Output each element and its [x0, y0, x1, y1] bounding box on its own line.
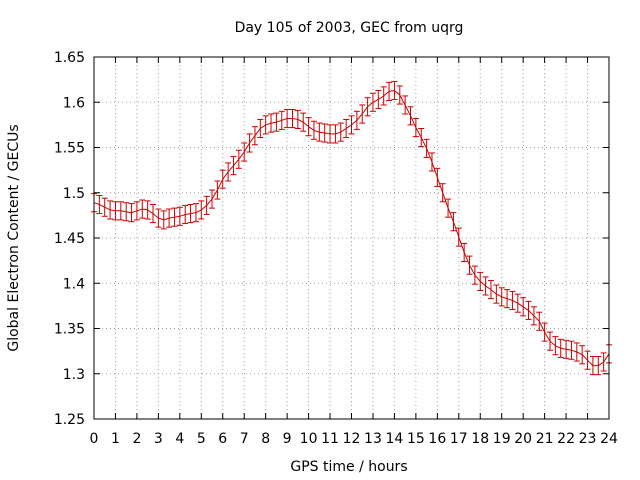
- x-tick-label: 11: [321, 431, 339, 447]
- x-tick-label: 5: [197, 431, 206, 447]
- y-tick-label: 1.25: [54, 412, 85, 428]
- x-tick-label: 1: [111, 431, 120, 447]
- x-tick-label: 8: [261, 431, 270, 447]
- x-tick-label: 9: [283, 431, 292, 447]
- y-tick-label: 1.35: [54, 322, 85, 338]
- x-tick-label: 2: [132, 431, 141, 447]
- x-tick-label: 10: [300, 431, 318, 447]
- x-tick-label: 23: [579, 431, 597, 447]
- y-tick-label: 1.4: [63, 276, 85, 292]
- y-tick-label: 1.5: [63, 186, 85, 202]
- chart-title: Day 105 of 2003, GEC from uqrg: [235, 20, 464, 36]
- y-tick-label: 1.55: [54, 141, 85, 157]
- y-tick-label: 1.3: [63, 367, 85, 383]
- grid: [94, 57, 609, 419]
- series-line: [93, 89, 610, 367]
- x-tick-label: 0: [90, 431, 99, 447]
- x-tick-label: 19: [493, 431, 511, 447]
- x-tick-label: 21: [536, 431, 554, 447]
- y-tick-labels: 1.25 1.3 1.35 1.4 1.45 1.5 1.55 1.6 1.65: [54, 50, 85, 428]
- y-tick-label: 1.45: [54, 231, 85, 247]
- x-tick-label: 20: [514, 431, 532, 447]
- x-tick-labels: 0 1 2 3 4 5 6 7 8 9 10 11 12 13 14 15 16 17 18 19 20 21 22 23 24: [90, 431, 618, 447]
- x-tick-label: 7: [240, 431, 249, 447]
- axis-ticks: [93, 56, 610, 420]
- x-tick-label: 6: [218, 431, 227, 447]
- x-tick-label: 17: [450, 431, 468, 447]
- x-tick-label: 3: [154, 431, 163, 447]
- x-tick-label: 16: [428, 431, 446, 447]
- x-tick-label: 14: [386, 431, 404, 447]
- x-tick-label: 15: [407, 431, 425, 447]
- x-axis-label: GPS time / hours: [290, 459, 407, 475]
- x-tick-label: 13: [364, 431, 382, 447]
- y-tick-label: 1.65: [54, 50, 85, 66]
- x-tick-label: 12: [343, 431, 361, 447]
- y-tick-label: 1.6: [63, 95, 85, 111]
- x-tick-label: 18: [471, 431, 489, 447]
- x-tick-label: 4: [175, 431, 184, 447]
- x-tick-label: 24: [600, 431, 618, 447]
- y-axis-label: Global Electron Content / GECUs: [6, 124, 22, 351]
- x-tick-label: 22: [557, 431, 575, 447]
